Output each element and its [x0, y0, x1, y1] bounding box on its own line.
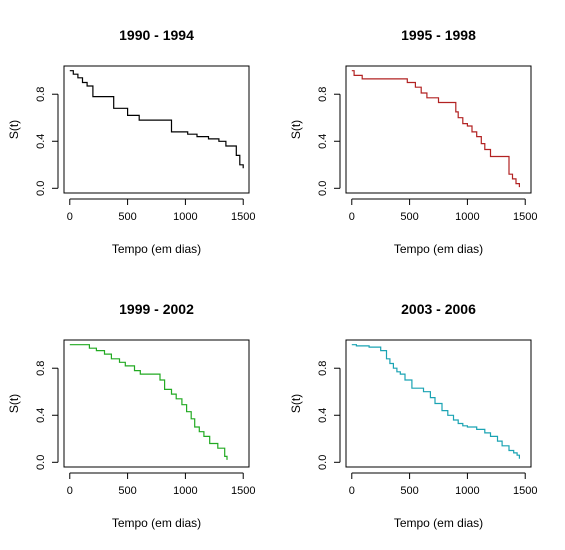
x-tick-label: 0 [67, 211, 73, 223]
x-tick-label: 1000 [173, 485, 197, 497]
survival-curve [69, 344, 228, 460]
x-tick-label: 0 [349, 485, 355, 497]
x-axis-label: Tempo (em dias) [394, 516, 483, 530]
plot-frame [63, 339, 250, 468]
x-axis-label: Tempo (em dias) [112, 242, 201, 256]
chart-title: 1999 - 2002 [119, 301, 194, 317]
x-tick-label: 500 [400, 211, 418, 223]
y-tick-label: 0.0 [35, 455, 47, 470]
survival-curve [69, 70, 244, 169]
chart-panel-3: 1999 - 2002 0 500 1000 1500 Tempo (em dias) 0.… [7, 301, 255, 530]
y-axis-label: S(t) [7, 394, 21, 413]
y-tick-label: 0.0 [317, 181, 329, 196]
y-tick-label: 0.4 [317, 134, 329, 149]
y-tick-label: 0.0 [35, 181, 47, 196]
x-tick-label: 1500 [231, 485, 255, 497]
x-axis-label: Tempo (em dias) [394, 242, 483, 256]
x-tick-label: 1000 [455, 485, 479, 497]
plot-frame [63, 65, 250, 194]
y-tick-label: 0.0 [317, 455, 329, 470]
chart-title: 1995 - 1998 [401, 27, 476, 43]
x-tick-label: 0 [349, 211, 355, 223]
x-tick-label: 1500 [513, 485, 537, 497]
chart-panel-4: 2003 - 2006 0 500 1000 1500 Tempo (em dias) 0.… [289, 301, 537, 530]
chart-title: 1990 - 1994 [119, 27, 194, 43]
chart-panel-2: 1995 - 1998 0 500 1000 1500 Tempo (em dias) 0.… [289, 27, 537, 256]
y-tick-label: 0.4 [35, 134, 47, 149]
y-tick-label: 0.8 [317, 361, 329, 376]
x-tick-label: 0 [67, 485, 73, 497]
chart-panel-1: 1990 - 1994 0 500 1000 1500 Tempo (em dias) 0.… [7, 27, 255, 256]
x-tick-label: 500 [118, 211, 136, 223]
y-tick-label: 0.4 [317, 408, 329, 423]
y-tick-label: 0.8 [35, 361, 47, 376]
survival-curve [351, 344, 520, 459]
y-axis-label: S(t) [289, 120, 303, 139]
x-tick-label: 1500 [513, 211, 537, 223]
plot-frame [345, 339, 532, 468]
y-tick-label: 0.8 [35, 87, 47, 102]
x-tick-label: 500 [400, 485, 418, 497]
x-tick-label: 500 [118, 485, 136, 497]
x-tick-label: 1000 [455, 211, 479, 223]
x-axis-label: Tempo (em dias) [112, 516, 201, 530]
y-tick-label: 0.4 [35, 408, 47, 423]
y-axis-label: S(t) [289, 394, 303, 413]
chart-title: 2003 - 2006 [401, 301, 476, 317]
survival-curve [351, 70, 520, 188]
y-tick-label: 0.8 [317, 87, 329, 102]
x-tick-label: 1500 [231, 211, 255, 223]
plot-frame [345, 65, 532, 194]
x-tick-label: 1000 [173, 211, 197, 223]
y-axis-label: S(t) [7, 120, 21, 139]
